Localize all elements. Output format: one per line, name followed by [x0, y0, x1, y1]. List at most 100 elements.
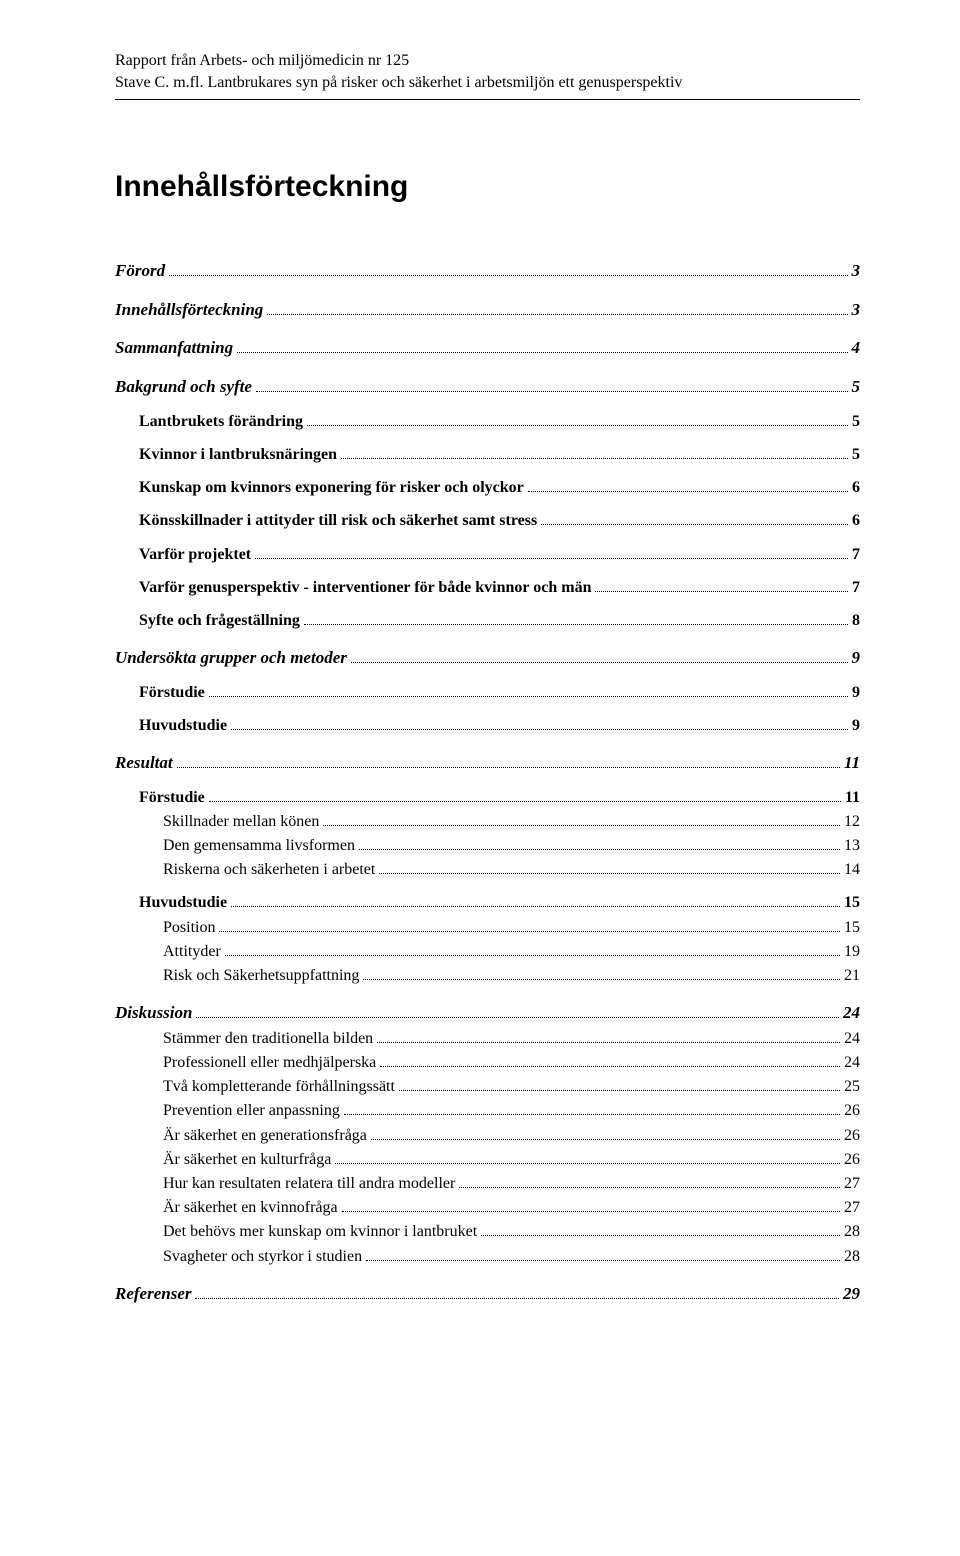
toc-entry-label: Hur kan resultaten relatera till andra m… — [163, 1172, 455, 1195]
toc-leader-dots — [341, 445, 848, 459]
toc-entry: Är säkerhet en generationsfråga26 — [163, 1124, 860, 1147]
toc-entry-page: 5 — [852, 443, 860, 466]
toc-leader-dots — [209, 682, 848, 696]
toc-entry-page: 24 — [844, 1051, 860, 1074]
toc-leader-dots — [231, 716, 848, 730]
toc-entry-label: Är säkerhet en generationsfråga — [163, 1124, 367, 1147]
toc-entry-label: Attityder — [163, 940, 221, 963]
toc-entry: Könsskillnader i attityder till risk och… — [139, 509, 860, 532]
toc-entry: Kvinnor i lantbruksnäringen 5 — [139, 443, 860, 466]
toc-entry: Syfte och frågeställning8 — [139, 609, 860, 632]
toc-leader-dots — [256, 378, 848, 392]
toc-entry-page: 27 — [844, 1172, 860, 1195]
toc-entry: Referenser 29 — [115, 1282, 860, 1307]
toc-entry-page: 28 — [844, 1220, 860, 1243]
toc-entry-page: 28 — [844, 1245, 860, 1268]
toc-entry: Det behövs mer kunskap om kvinnor i lant… — [163, 1220, 860, 1243]
toc-entry: Riskerna och säkerheten i arbetet14 — [163, 858, 860, 881]
toc-leader-dots — [342, 1198, 840, 1212]
header-line-1: Rapport från Arbets- och miljömedicin nr… — [115, 50, 860, 72]
toc-entry-label: Referenser — [115, 1282, 191, 1307]
toc-entry-label: Bakgrund och syfte — [115, 375, 252, 400]
toc-entry-page: 5 — [852, 410, 860, 433]
toc-entry-label: Kunskap om kvinnors exponering för riske… — [139, 476, 524, 499]
toc-entry-label: Huvudstudie — [139, 891, 227, 914]
toc-entry: Huvudstudie9 — [139, 714, 860, 737]
toc-entry-page: 6 — [852, 509, 860, 532]
toc-entry-page: 8 — [852, 609, 860, 632]
toc-entry-label: Risk och Säkerhetsuppfattning — [163, 964, 359, 987]
toc-entry: Attityder19 — [163, 940, 860, 963]
toc-entry: Professionell eller medhjälperska24 — [163, 1051, 860, 1074]
toc-leader-dots — [528, 478, 848, 492]
toc-entry: Undersökta grupper och metoder9 — [115, 646, 860, 671]
toc-entry: Stämmer den traditionella bilden24 — [163, 1027, 860, 1050]
toc-entry: Huvudstudie15 — [139, 891, 860, 914]
toc-leader-dots — [351, 649, 848, 663]
toc-entry: Kunskap om kvinnors exponering för riske… — [139, 476, 860, 499]
toc-entry-page: 11 — [845, 786, 860, 809]
toc-entry-label: Position — [163, 916, 215, 939]
table-of-contents: Förord3Innehållsförteckning3Sammanfattni… — [115, 259, 860, 1306]
toc-entry: Förstudie9 — [139, 681, 860, 704]
toc-entry-label: Varför genusperspektiv - interventioner … — [139, 576, 591, 599]
toc-entry-page: 5 — [852, 375, 861, 400]
toc-entry: Varför genusperspektiv - interventioner … — [139, 576, 860, 599]
toc-leader-dots — [237, 339, 847, 353]
toc-entry: Position15 — [163, 916, 860, 939]
toc-entry: Resultat 11 — [115, 751, 860, 776]
toc-entry-label: Resultat — [115, 751, 173, 776]
toc-leader-dots — [459, 1174, 840, 1188]
toc-entry-label: Det behövs mer kunskap om kvinnor i lant… — [163, 1220, 477, 1243]
toc-entry: Bakgrund och syfte 5 — [115, 375, 860, 400]
document-page: Rapport från Arbets- och miljömedicin nr… — [0, 0, 960, 1366]
toc-entry-label: Är säkerhet en kvinnofråga — [163, 1196, 338, 1219]
toc-entry-label: Skillnader mellan könen — [163, 810, 319, 833]
toc-entry-label: Innehållsförteckning — [115, 298, 263, 323]
toc-leader-dots — [307, 411, 848, 425]
toc-entry-page: 7 — [852, 543, 860, 566]
toc-entry: Risk och Säkerhetsuppfattning21 — [163, 964, 860, 987]
toc-leader-dots — [169, 262, 847, 276]
toc-entry-page: 4 — [852, 336, 861, 361]
toc-entry-label: Den gemensamma livsformen — [163, 834, 355, 857]
toc-entry-page: 11 — [844, 751, 860, 776]
toc-entry-label: Är säkerhet en kulturfråga — [163, 1148, 331, 1171]
page-title: Innehållsförteckning — [115, 170, 860, 204]
toc-entry: Är säkerhet en kulturfråga26 — [163, 1148, 860, 1171]
toc-entry: Prevention eller anpassning26 — [163, 1099, 860, 1122]
toc-leader-dots — [344, 1101, 840, 1115]
toc-entry-label: Förstudie — [139, 786, 205, 809]
toc-entry: Den gemensamma livsformen 13 — [163, 834, 860, 857]
toc-entry: Förstudie 11 — [139, 786, 860, 809]
toc-leader-dots — [231, 893, 840, 907]
toc-entry-page: 9 — [852, 646, 861, 671]
toc-entry-label: Könsskillnader i attityder till risk och… — [139, 509, 537, 532]
toc-entry-page: 14 — [844, 858, 860, 881]
toc-leader-dots — [255, 544, 848, 558]
toc-entry-page: 3 — [852, 259, 861, 284]
toc-entry: Förord 3 — [115, 259, 860, 284]
toc-entry-label: Varför projektet — [139, 543, 251, 566]
toc-leader-dots — [323, 812, 840, 826]
toc-entry-label: Förord — [115, 259, 165, 284]
header-line-2: Stave C. m.fl. Lantbrukares syn på riske… — [115, 72, 860, 94]
toc-entry-label: Två kompletterande förhållningssätt — [163, 1075, 395, 1098]
toc-entry-label: Kvinnor i lantbruksnäringen — [139, 443, 337, 466]
toc-leader-dots — [399, 1077, 840, 1091]
toc-leader-dots — [359, 836, 840, 850]
toc-entry: Svagheter och styrkor i studien28 — [163, 1245, 860, 1268]
toc-entry-page: 24 — [843, 1001, 860, 1026]
toc-entry-page: 3 — [852, 298, 861, 323]
toc-leader-dots — [209, 787, 841, 801]
toc-entry-page: 13 — [844, 834, 860, 857]
toc-entry-page: 29 — [843, 1282, 860, 1307]
toc-entry-label: Prevention eller anpassning — [163, 1099, 340, 1122]
toc-entry-page: 7 — [852, 576, 860, 599]
toc-leader-dots — [219, 917, 840, 931]
toc-entry-page: 25 — [844, 1075, 860, 1098]
toc-entry-page: 12 — [844, 810, 860, 833]
toc-entry-page: 24 — [844, 1027, 860, 1050]
toc-entry: Hur kan resultaten relatera till andra m… — [163, 1172, 860, 1195]
toc-leader-dots — [225, 941, 840, 955]
